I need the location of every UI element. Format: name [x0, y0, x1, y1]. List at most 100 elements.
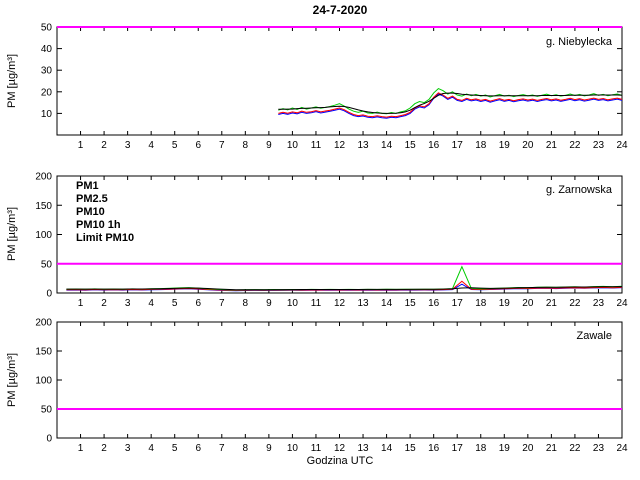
x-tick-label: 21 — [546, 443, 558, 454]
x-tick-label: 3 — [125, 140, 131, 151]
axes-frame — [56, 321, 623, 439]
x-tick-label: 6 — [195, 298, 201, 309]
x-tick-label: 14 — [381, 298, 393, 309]
y-tick-label: 150 — [35, 201, 52, 212]
x-tick-label: 18 — [475, 298, 487, 309]
x-tick-label: 6 — [195, 443, 201, 454]
x-tick-label: 7 — [219, 140, 225, 151]
x-tick-label: 21 — [546, 298, 558, 309]
station-label-niebylecka: g. Niebylecka — [546, 36, 613, 48]
axes-frame — [56, 26, 623, 136]
x-tick-label: 10 — [287, 298, 299, 309]
x-tick-label: 20 — [522, 443, 534, 454]
subplot-zarnowska: 1 2 3 4 5 6 7 8 9 10 11 12 13 14 15 16 17 18 19 20 21 22 23 240… — [35, 172, 628, 310]
x-tick-label: 15 — [405, 140, 417, 151]
x-tick-label: 10 — [287, 443, 299, 454]
x-tick-label: 7 — [219, 443, 225, 454]
station-label-zawale: Zawale — [577, 330, 612, 342]
x-tick-label: 4 — [148, 443, 154, 454]
legend-item-limit-pm10: Limit PM10 — [76, 232, 134, 244]
subplot-zawale: 1 2 3 4 5 6 7 8 9 10 11 12 13 14 15 16 17 18 19 20 21 22 23 240… — [35, 318, 628, 455]
series-pm2-5 — [278, 92, 623, 118]
x-axis-label: Godzina UTC — [307, 455, 374, 467]
x-tick-label: 19 — [499, 140, 511, 151]
x-tick-label: 24 — [616, 298, 628, 309]
x-tick-label: 11 — [311, 298, 322, 309]
x-tick-label: 9 — [266, 298, 272, 309]
x-tick-label: 17 — [452, 298, 464, 309]
subplot-niebylecka: 1 2 3 4 5 6 7 8 9 10 11 12 13 14 15 16 17 18 19 20 21 22 23 241… — [41, 23, 628, 152]
x-tick-label: 2 — [101, 140, 107, 151]
x-tick-label: 11 — [311, 443, 322, 454]
x-tick-label: 5 — [172, 298, 178, 309]
y-tick-label: 200 — [35, 318, 52, 329]
x-tick-label: 16 — [428, 140, 440, 151]
x-tick-label: 8 — [243, 298, 249, 309]
y-tick-label: 100 — [35, 376, 52, 387]
x-tick-label: 18 — [475, 140, 487, 151]
x-tick-label: 7 — [219, 298, 225, 309]
series-pm10-1h — [278, 92, 623, 114]
x-tick-label: 1 — [78, 140, 84, 151]
y-axis-label-3: PM [µg/m³] — [6, 353, 18, 407]
x-tick-label: 3 — [125, 298, 131, 309]
x-tick-label: 4 — [148, 298, 154, 309]
y-tick-label: 50 — [41, 405, 53, 416]
x-tick-label: 12 — [334, 298, 346, 309]
station-label-zarnowska: g. Zarnowska — [546, 184, 613, 196]
axes-frame — [56, 175, 623, 294]
x-tick-label: 14 — [381, 140, 393, 151]
series-pm10-1h — [66, 286, 623, 291]
x-tick-label: 23 — [593, 443, 605, 454]
y-tick-label: 20 — [41, 87, 53, 98]
x-tick-label: 13 — [357, 140, 369, 151]
y-tick-label: 100 — [35, 230, 52, 241]
x-tick-label: 22 — [569, 298, 581, 309]
x-tick-label: 11 — [311, 140, 322, 151]
legend-item-pm2-5: PM2.5 — [76, 193, 108, 205]
y-tick-label: 200 — [35, 172, 52, 183]
y-axis-label-2: PM [µg/m³] — [6, 207, 18, 261]
x-tick-label: 17 — [452, 140, 464, 151]
y-tick-label: 50 — [41, 259, 53, 270]
x-tick-label: 19 — [499, 298, 511, 309]
x-tick-label: 2 — [101, 443, 107, 454]
x-tick-label: 20 — [522, 298, 534, 309]
x-tick-label: 24 — [616, 140, 628, 151]
x-tick-label: 18 — [475, 443, 487, 454]
x-tick-label: 9 — [266, 140, 272, 151]
x-tick-label: 19 — [499, 443, 511, 454]
x-tick-label: 6 — [195, 140, 201, 151]
x-tick-label: 5 — [172, 140, 178, 151]
x-tick-label: 16 — [428, 298, 440, 309]
x-tick-label: 24 — [616, 443, 628, 454]
x-tick-label: 22 — [569, 140, 581, 151]
x-tick-label: 8 — [243, 443, 249, 454]
y-tick-label: 30 — [41, 66, 53, 77]
y-axis-label-1: PM [µg/m³] — [6, 54, 18, 108]
x-tick-label: 20 — [522, 140, 534, 151]
x-tick-label: 5 — [172, 443, 178, 454]
y-tick-label: 150 — [35, 347, 52, 358]
x-tick-label: 13 — [357, 298, 369, 309]
x-tick-label: 15 — [405, 298, 417, 309]
x-tick-label: 14 — [381, 443, 393, 454]
x-tick-label: 4 — [148, 140, 154, 151]
legend-item-pm10: PM10 — [76, 206, 105, 218]
x-tick-label: 23 — [593, 140, 605, 151]
x-tick-label: 22 — [569, 443, 581, 454]
x-tick-label: 9 — [266, 443, 272, 454]
legend: PM1 PM2.5 PM10 PM10 1h Limit PM10 — [76, 180, 134, 244]
x-tick-label: 1 — [78, 298, 84, 309]
x-tick-label: 17 — [452, 443, 464, 454]
y-tick-label: 0 — [46, 289, 52, 300]
x-tick-label: 21 — [546, 140, 558, 151]
x-tick-label: 12 — [334, 443, 346, 454]
x-tick-label: 13 — [357, 443, 369, 454]
x-tick-label: 10 — [287, 140, 299, 151]
x-tick-label: 2 — [101, 298, 107, 309]
x-tick-label: 3 — [125, 443, 131, 454]
x-tick-label: 1 — [78, 443, 84, 454]
